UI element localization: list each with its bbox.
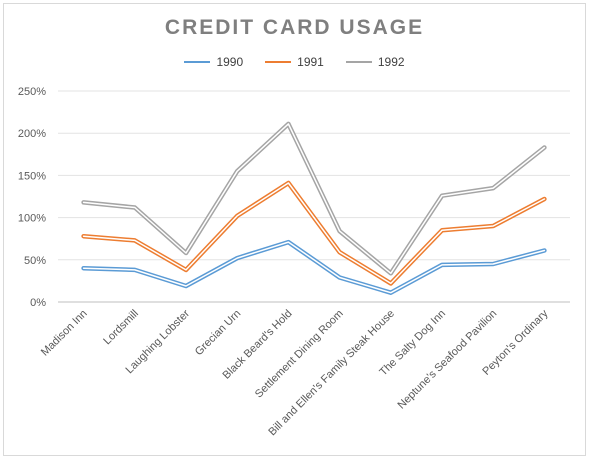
x-tick-label: Lordsmill xyxy=(101,308,141,348)
legend-swatch-1990 xyxy=(184,61,211,63)
legend-label-1992: 1992 xyxy=(377,55,405,69)
series-line-1992 xyxy=(82,123,546,275)
legend-swatch-1991 xyxy=(265,61,292,63)
x-tick-label: Grecian Urn xyxy=(193,308,243,358)
legend-label-1990: 1990 xyxy=(216,55,244,69)
legend-item-1991[interactable]: 1991 xyxy=(265,55,324,69)
series-line-1991 xyxy=(82,182,546,285)
x-tick-label: Settlement Dining Room xyxy=(253,308,346,401)
y-tick-label: 50% xyxy=(24,255,46,267)
x-tick-label: Neptune's Seafood Pavilion xyxy=(396,308,500,412)
legend-item-1990[interactable]: 1990 xyxy=(184,55,243,69)
legend-item-1992[interactable]: 1992 xyxy=(345,55,405,69)
chart-frame xyxy=(3,3,586,456)
y-tick-label: 250% xyxy=(18,86,46,98)
x-tick-label: Madison Inn xyxy=(39,308,90,359)
series-line-1990 xyxy=(82,241,546,294)
y-tick-label: 150% xyxy=(18,170,46,182)
legend-swatch-1992 xyxy=(345,61,372,63)
chart-title: CREDIT CARD USAGE xyxy=(164,16,425,39)
y-tick-label: 0% xyxy=(30,297,46,309)
legend-label-1991: 1991 xyxy=(297,55,324,69)
y-tick-label: 200% xyxy=(18,128,46,140)
series-line-outline-1991 xyxy=(81,180,547,286)
y-tick-label: 100% xyxy=(18,213,46,225)
legend: 1990 1991 1992 xyxy=(0,55,589,69)
